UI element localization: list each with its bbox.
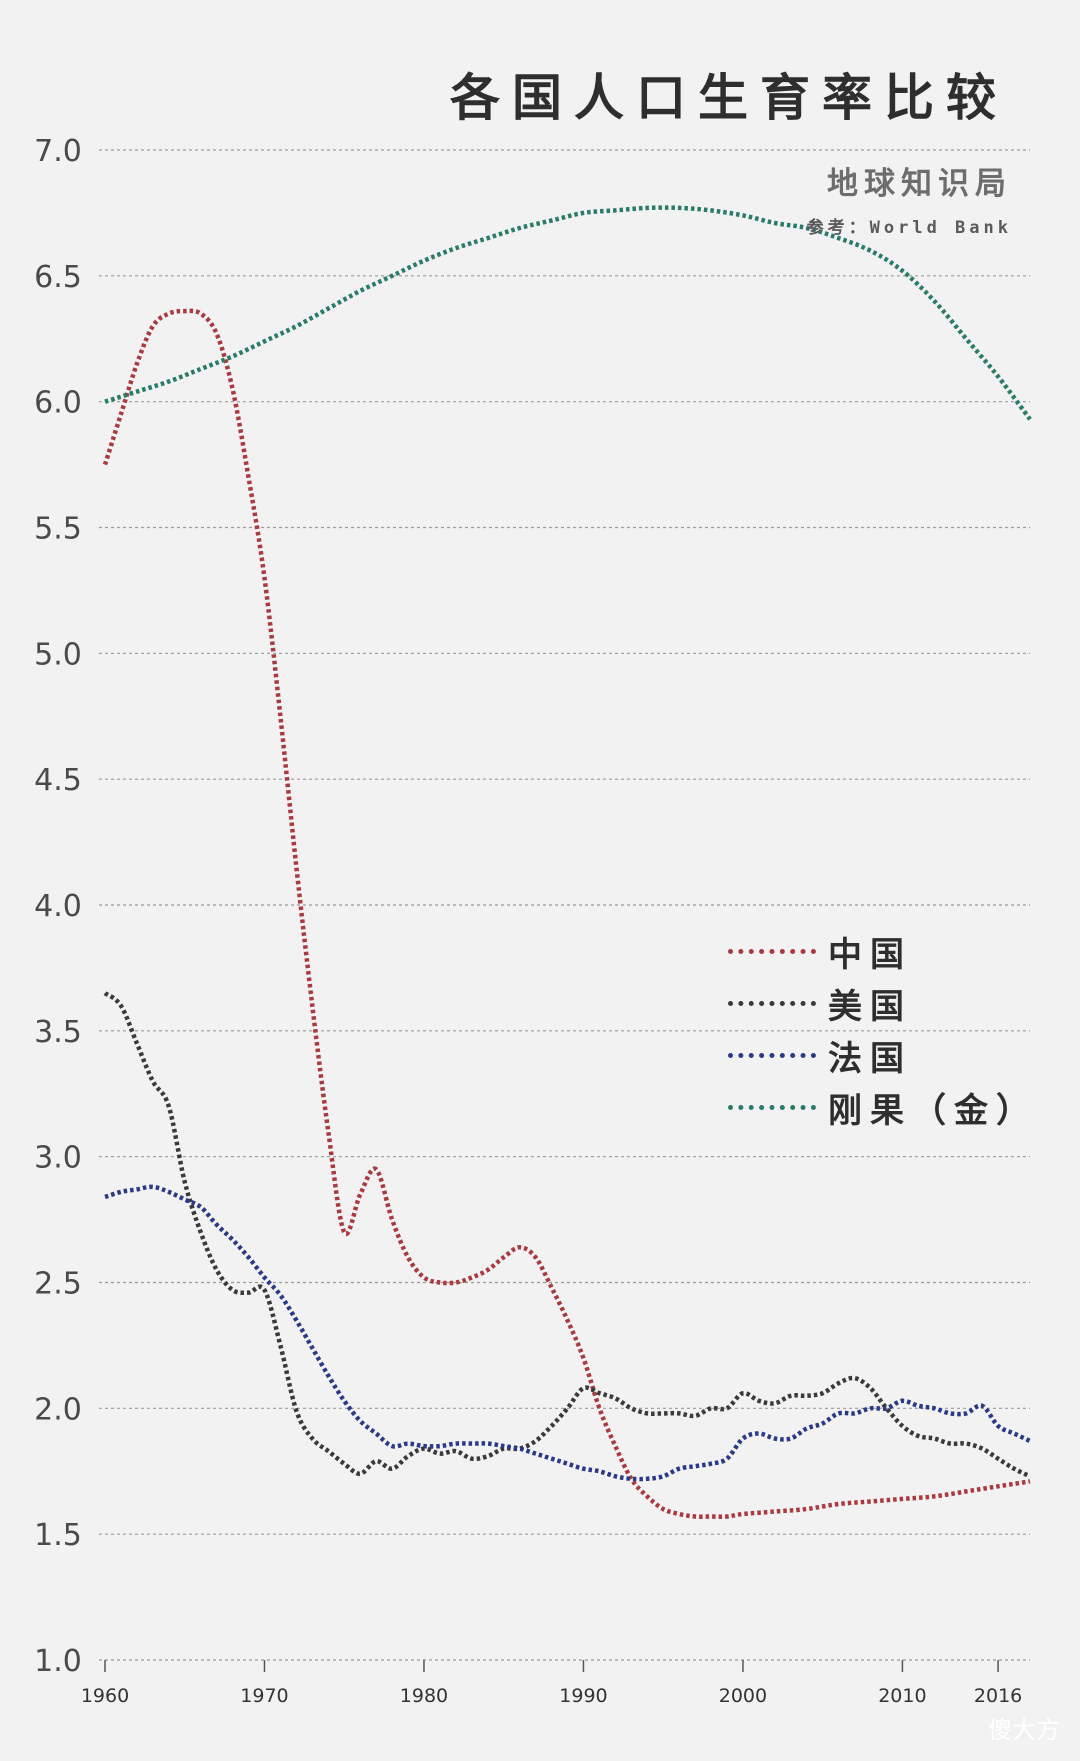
legend-label-drc: 刚果（金）	[828, 1090, 1038, 1131]
axes: 1.0 1.5 2.0 2.5 3.0 3.5 4.0 4.5 5.0 5.5 6.0 6.5 7.0 1…	[34, 134, 1022, 1707]
legend: 中国 美国 法国 刚果（金）	[728, 925, 1038, 1133]
x-tick-label: 1990	[559, 1685, 607, 1707]
x-tick-label: 1970	[240, 1685, 288, 1707]
grid-lines	[99, 149, 1030, 1661]
y-tick-label: 2.5	[34, 1267, 82, 1302]
chart-title: 各国人口生育率比较	[450, 69, 1008, 127]
legend-item-france: 法国	[728, 1029, 1038, 1081]
series-line-drc	[104, 205, 1032, 421]
watermark: 傻大方	[988, 1716, 1060, 1744]
y-tick-label: 4.0	[34, 889, 82, 924]
x-tick-label: 2000	[719, 1685, 767, 1707]
legend-item-drc: 刚果（金）	[728, 1081, 1038, 1133]
y-tick-label: 6.5	[34, 260, 82, 295]
series-line-china	[102, 308, 1031, 1519]
y-tick-label: 3.0	[34, 1141, 82, 1176]
y-tick-label: 7.0	[34, 134, 82, 169]
x-tick-label: 2010	[878, 1685, 926, 1707]
y-tick-label: 6.0	[34, 386, 82, 421]
legend-label-china: 中国	[828, 934, 912, 975]
chart-source: 参考：World Bank	[806, 218, 1012, 238]
series-lines	[102, 205, 1032, 1519]
y-tick-label: 5.5	[34, 512, 82, 547]
x-tick-label: 2016	[974, 1685, 1022, 1707]
y-tick-label: 1.5	[34, 1518, 82, 1553]
series-line-france	[104, 1184, 1031, 1482]
x-tick-label: 1960	[81, 1685, 129, 1707]
x-tick-label: 1980	[400, 1685, 448, 1707]
y-tick-label: 1.0	[34, 1644, 82, 1679]
legend-swatch-usa	[728, 1000, 816, 1006]
legend-item-usa: 美国	[728, 977, 1038, 1029]
legend-label-france: 法国	[828, 1038, 912, 1079]
y-tick-label: 4.5	[34, 763, 82, 798]
series-line-usa	[103, 991, 1031, 1479]
legend-item-china: 中国	[728, 925, 1038, 977]
legend-label-usa: 美国	[828, 986, 912, 1027]
y-tick-label: 2.0	[34, 1392, 82, 1427]
y-tick-label: 3.5	[34, 1015, 82, 1050]
chart-subtitle: 地球知识局	[827, 166, 1012, 202]
legend-swatch-drc	[728, 1104, 816, 1110]
legend-swatch-china	[728, 948, 816, 954]
legend-swatch-france	[728, 1052, 816, 1058]
y-tick-label: 5.0	[34, 637, 82, 672]
